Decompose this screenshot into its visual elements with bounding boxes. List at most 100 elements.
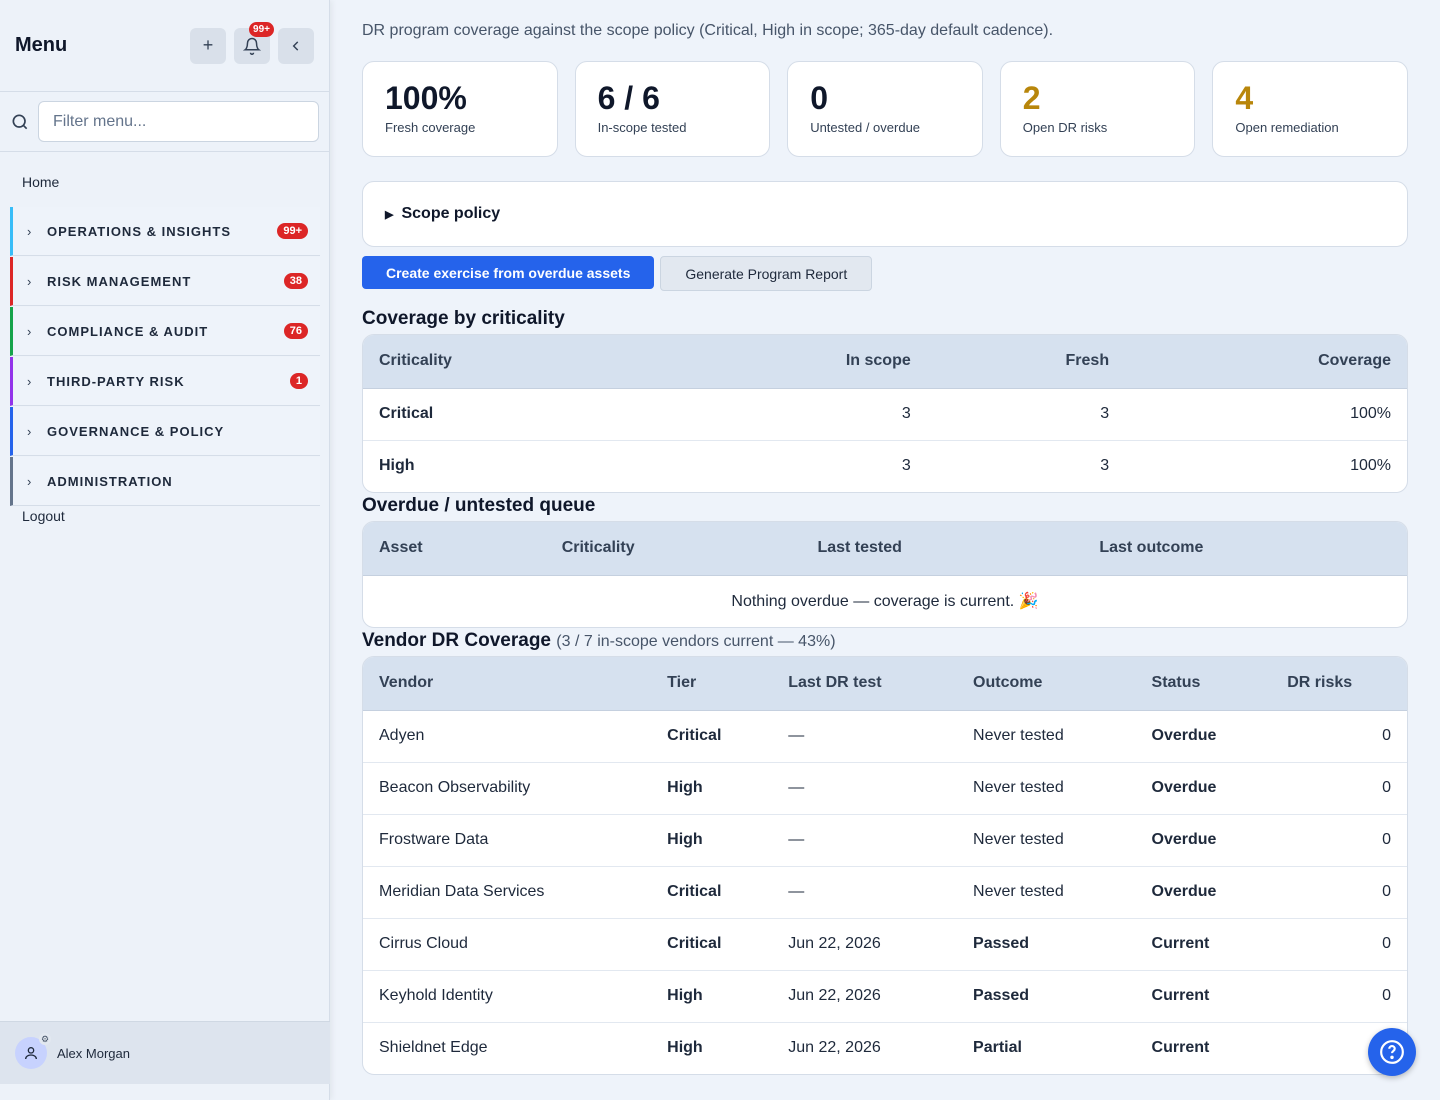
sidebar-item-label: RISK MANAGEMENT [47,273,192,289]
table-row[interactable]: Frostware Data High — Never tested Overdue 0 [363,814,1407,867]
user-name: Alex Morgan [57,1045,130,1061]
dr-risks-cell: 0 [1271,918,1407,971]
criticality-cell: High [379,457,415,475]
dr-risks-cell: 0 [1271,814,1407,867]
outcome-cell: Never tested [957,710,1136,763]
home-link[interactable]: Home [22,174,60,190]
create-exercise-button[interactable]: Create exercise from overdue assets [362,256,655,289]
sidebar-item-administration[interactable]: › ADMINISTRATION [10,457,320,506]
sidebar-item-compliance-audit[interactable]: › COMPLIANCE & AUDIT 76 [10,307,320,356]
chevron-right-icon: › [27,423,32,439]
tier-cell: High [651,970,773,1023]
col-criticality[interactable]: Criticality [363,335,750,389]
kpi-label: Open remediation [1235,120,1339,135]
status-cell: Overdue [1135,866,1272,919]
avatar[interactable]: ⚙ [15,1033,51,1069]
chevron-right-icon: › [27,323,32,339]
vendor-cell: Beacon Observability [363,762,652,815]
vendor-cell: Shieldnet Edge [379,1039,488,1057]
user-footer[interactable]: ⚙ Alex Morgan [0,1021,330,1084]
count-badge: 38 [283,273,308,289]
action-bar: Create exercise from overdue assets Gene… [362,256,873,291]
vendor-header-row: Vendor Tier Last DR test Outcome Status … [363,657,1407,711]
sidebar-groups: › OPERATIONS & INSIGHTS 99+ › RISK MANAGEMEN… [10,207,320,507]
count-badge: 1 [289,373,308,389]
col-dr-risks[interactable]: DR risks [1271,657,1407,711]
col-last-outcome[interactable]: Last outcome [1083,522,1407,576]
kpi-card-fresh-coverage: 100% Fresh coverage [362,61,558,157]
logout-link[interactable]: Logout [22,508,65,524]
in-scope-cell: 3 [749,388,927,441]
sidebar-item-operations-insights[interactable]: › OPERATIONS & INSIGHTS 99+ [10,207,320,256]
vendor-cell: Cirrus Cloud [363,918,652,971]
plus-icon: + [202,35,214,55]
last-dr-test-cell: — [772,866,958,919]
vendor-subtitle: (3 / 7 in-scope vendors current — 43%) [556,633,836,650]
kpi-card-open-remediation: 4 Open remediation [1212,61,1408,157]
scope-policy-toggle[interactable]: ▶ Scope policy [362,181,1408,247]
col-outcome[interactable]: Outcome [957,657,1136,711]
status-cell: Overdue [1135,710,1272,763]
table-row[interactable]: High 3 3 100% [363,440,1407,492]
col-fresh[interactable]: Fresh [926,335,1126,389]
last-dr-test-cell: — [772,710,958,763]
kpi-card-untested-overdue: 0 Untested / overdue [787,61,983,157]
table-row[interactable]: Meridian Data Services Critical — Never tes… [363,866,1407,919]
collapse-sidebar-button[interactable] [278,27,314,64]
generate-report-button[interactable]: Generate Program Report [660,256,873,291]
help-button[interactable] [1368,1028,1416,1076]
col-asset[interactable]: Asset [363,522,546,576]
status-cell: Current [1135,970,1272,1023]
col-in-scope[interactable]: In scope [749,335,927,389]
kpi-value: 6 / 6 [597,80,660,116]
tier-cell: Critical [651,918,773,971]
kpi-label: Open DR risks [1022,120,1108,135]
overdue-header-row: Asset Criticality Last tested Last outco… [363,522,1407,576]
table-row[interactable]: Shieldnet Edge High Jun 22, 2026 Partial Cur… [363,1022,1407,1074]
sidebar-item-third-party-risk[interactable]: › THIRD-PARTY RISK 1 [10,357,320,406]
dr-risks-cell: 0 [1271,970,1407,1023]
kpi-card-open-dr-risks: 2 Open DR risks [999,61,1196,157]
kpi-label: In-scope tested [597,120,687,135]
scope-policy-label: Scope policy [401,205,501,222]
help-icon [1380,1040,1404,1064]
tier-cell: Critical [651,866,773,919]
last-dr-test-cell: Jun 22, 2026 [772,918,958,971]
outcome-cell: Partial [973,1039,1022,1057]
col-last-dr-test[interactable]: Last DR test [772,657,958,711]
sidebar-item-label: ADMINISTRATION [47,473,173,489]
filter-menu-input[interactable] [38,101,319,142]
tier-cell: High [667,1039,703,1057]
vendor-table: Vendor Tier Last DR test Outcome Status … [362,656,1408,1075]
vendor-cell: Frostware Data [363,814,652,867]
col-vendor[interactable]: Vendor [363,657,652,711]
outcome-cell: Passed [957,918,1136,971]
table-row[interactable]: Critical 3 3 100% [363,388,1407,441]
fresh-cell: 3 [926,388,1126,441]
last-dr-test-cell: — [772,814,958,867]
kpi-label: Untested / overdue [810,120,921,135]
notifications-button[interactable]: 99+ [234,21,274,64]
table-row[interactable]: Beacon Observability High — Never tested Ove… [363,762,1407,815]
col-last-tested[interactable]: Last tested [801,522,1084,576]
col-status[interactable]: Status [1135,657,1272,711]
add-button[interactable]: + [190,27,226,64]
overdue-title: Overdue / untested queue [362,495,596,516]
kpi-row: 100% Fresh coverage 6 / 6 In-scope tested 0 U… [362,61,1408,157]
col-coverage[interactable]: Coverage [1125,335,1407,389]
sidebar-item-governance-policy[interactable]: › GOVERNANCE & POLICY [10,407,320,456]
sidebar-item-label: OPERATIONS & INSIGHTS [47,223,231,239]
sidebar-item-label: COMPLIANCE & AUDIT [47,323,209,339]
col-criticality[interactable]: Criticality [545,522,802,576]
criticality-cell: Critical [363,388,750,441]
empty-row: Nothing overdue — coverage is current. 🎉 [363,575,1407,627]
sidebar-header: Menu + 99+ [0,0,329,92]
notifications-badge: 99+ [249,21,274,37]
col-tier[interactable]: Tier [651,657,773,711]
chevron-right-icon: › [27,473,32,489]
table-row[interactable]: Cirrus Cloud Critical Jun 22, 2026 Passed Cu… [363,918,1407,971]
sidebar-item-risk-management[interactable]: › RISK MANAGEMENT 38 [10,257,320,306]
table-row[interactable]: Keyhold Identity High Jun 22, 2026 Passed Cu… [363,970,1407,1023]
outcome-cell: Passed [957,970,1136,1023]
table-row[interactable]: Adyen Critical — Never tested Overdue 0 [363,710,1407,763]
